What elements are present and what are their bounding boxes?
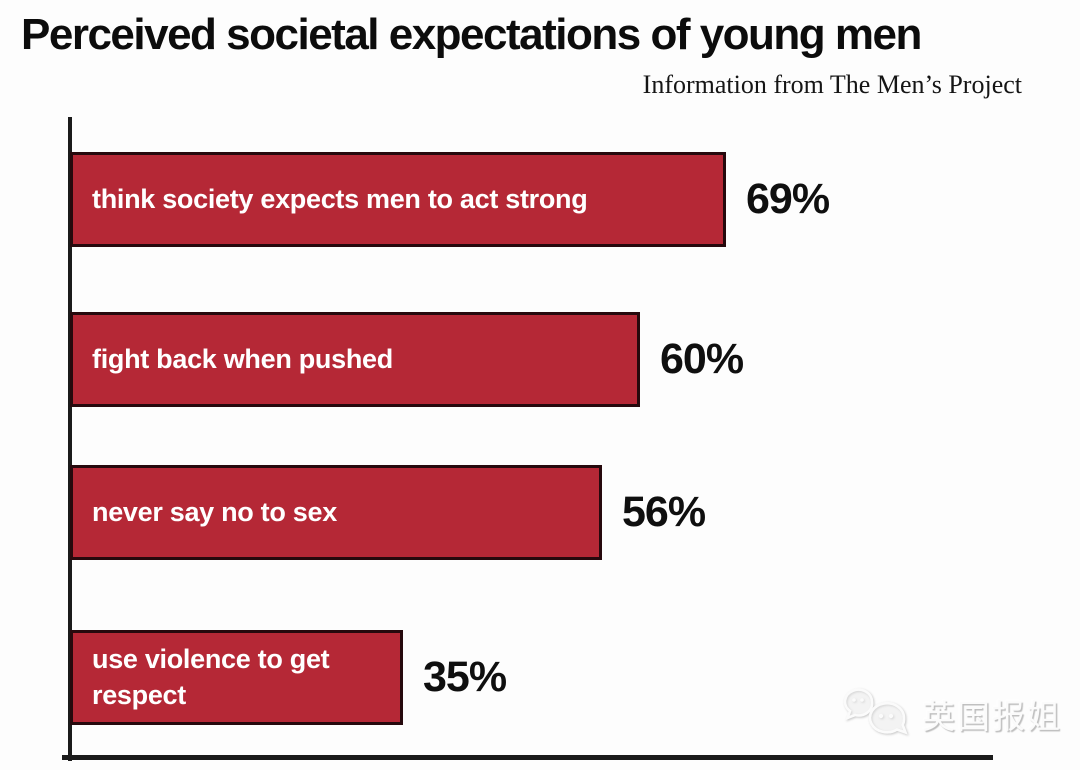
chart-subtitle: Information from The Men’s Project: [642, 70, 1022, 99]
bar-row: use violence to get respect 35%: [70, 630, 507, 725]
chat-bubbles-icon: [843, 688, 908, 735]
bar-row: fight back when pushed 60%: [70, 312, 744, 407]
bar-category-label: fight back when pushed: [92, 343, 393, 374]
bar-row: think society expects men to act strong 6…: [70, 152, 830, 247]
bar-value-label: 56%: [622, 488, 706, 536]
bar-category-label: use violence to get respect: [92, 644, 330, 710]
bar-value-label: 69%: [746, 175, 830, 223]
bar-value-label: 60%: [660, 335, 744, 383]
bar-3: never say no to sex: [70, 465, 602, 560]
x-axis-line: [62, 755, 993, 760]
watermark-text: 英国报姐: [922, 698, 1062, 735]
bar-4: use violence to get respect: [70, 630, 403, 725]
bar-category-label: think society expects men to act strong: [92, 183, 588, 214]
bar-1: think society expects men to act strong: [70, 152, 726, 247]
bar-category-label: never say no to sex: [92, 496, 337, 527]
watermark: 英国报姐: [842, 688, 1062, 740]
bar-value-label: 35%: [423, 653, 507, 701]
y-axis-line: [68, 117, 72, 761]
bar-row: never say no to sex 56%: [70, 465, 706, 560]
bar-2: fight back when pushed: [70, 312, 640, 407]
chart-title: Perceived societal expectations of young…: [21, 10, 922, 59]
